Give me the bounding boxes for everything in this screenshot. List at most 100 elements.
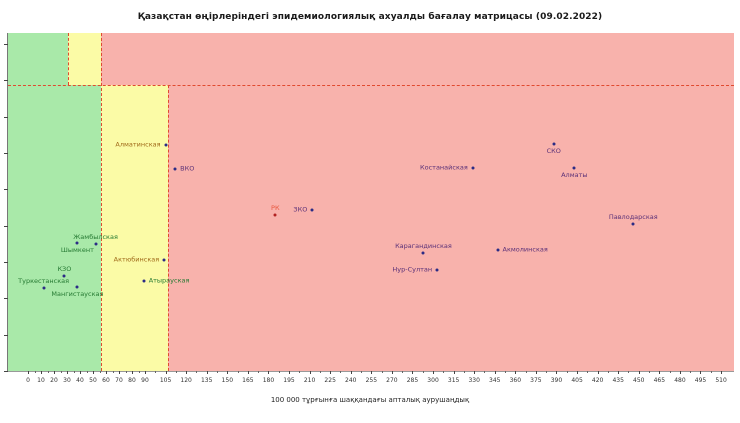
x-axis-tick-label: 0 xyxy=(26,377,30,384)
x-axis-tick xyxy=(474,371,476,374)
threshold-line-horizontal xyxy=(8,85,734,86)
x-axis-tick xyxy=(412,371,414,374)
x-axis-minor-tick xyxy=(138,371,140,373)
x-axis-minor-tick xyxy=(505,371,507,373)
zone-bottom-yellow xyxy=(100,85,169,371)
x-axis-tick xyxy=(515,371,517,374)
data-point-ВКО xyxy=(173,167,177,171)
x-axis-tick-label: 240 xyxy=(345,377,357,384)
x-axis-tick-label: 405 xyxy=(571,377,583,384)
chart-title: Қазақстан өңірлеріндегі эпидемиологиялық… xyxy=(137,12,603,22)
data-point-Актюбинская xyxy=(162,258,166,262)
x-axis-tick xyxy=(597,371,599,374)
x-axis-minor-tick xyxy=(587,371,589,373)
x-axis-tick-label: 390 xyxy=(550,377,563,384)
x-axis-minor-tick xyxy=(112,371,114,373)
x-axis-tick xyxy=(433,371,435,374)
x-axis-tick xyxy=(93,371,94,374)
x-axis-minor-tick xyxy=(649,371,651,373)
x-axis-tick-label: 225 xyxy=(324,377,336,384)
y-axis-tick xyxy=(4,298,8,300)
zone-top-green xyxy=(8,33,69,85)
x-axis-minor-tick xyxy=(710,371,712,373)
zone-top-red xyxy=(100,33,734,85)
x-axis-tick-label: 285 xyxy=(406,377,419,384)
x-axis-minor-tick xyxy=(175,371,177,373)
x-axis-tick xyxy=(659,371,661,374)
point-label-Карагандинская: Карагандинская xyxy=(395,242,452,250)
data-point-РК xyxy=(273,213,277,217)
x-axis-tick-label: 435 xyxy=(612,377,624,384)
point-label-Нур-Султан: Нур-Султан xyxy=(392,265,433,274)
x-axis-tick xyxy=(679,371,681,374)
point-label-КЗО: КЗО xyxy=(57,265,72,273)
x-axis-tick xyxy=(119,371,120,374)
y-axis-tick xyxy=(4,370,8,372)
x-axis-tick-label: 255 xyxy=(365,377,378,384)
threshold-line-vertical-main xyxy=(100,33,102,371)
x-axis-tick-label: 120 xyxy=(180,377,192,384)
y-axis-tick xyxy=(4,116,8,118)
zone-bottom-green xyxy=(8,85,101,371)
x-axis-minor-tick xyxy=(340,371,342,373)
y-axis-tick xyxy=(4,189,8,191)
x-axis-minor-tick xyxy=(196,371,198,373)
x-axis-tick xyxy=(54,371,55,374)
x-axis-tick xyxy=(80,371,81,374)
x-axis-tick xyxy=(494,371,496,374)
point-label-Атырауская: Атырауская xyxy=(148,276,190,285)
data-point-СКО xyxy=(552,142,556,146)
x-axis-tick-label: 105 xyxy=(159,377,172,384)
x-axis-tick-label: 180 xyxy=(262,377,275,384)
point-label-Шымкент: Шымкент xyxy=(60,246,94,254)
x-axis-tick-label: 20 xyxy=(50,377,58,384)
x-axis-tick-label: 195 xyxy=(283,377,295,384)
zone-top-yellow xyxy=(68,33,101,85)
x-axis-minor-tick xyxy=(463,371,465,373)
x-axis-tick-label: 135 xyxy=(200,377,213,384)
x-axis-tick xyxy=(371,371,373,374)
x-axis-tick-label: 360 xyxy=(509,377,522,384)
x-axis-tick-label: 270 xyxy=(386,377,398,384)
point-label-Мангистауская: Мангистауская xyxy=(51,290,104,298)
x-axis-minor-tick xyxy=(34,371,36,373)
x-axis-minor-tick xyxy=(73,371,75,373)
zone-bottom-red xyxy=(168,85,734,371)
data-point-Карагандинская xyxy=(421,251,425,255)
x-axis-tick-label: 330 xyxy=(468,377,480,384)
data-point-Мангистауская xyxy=(75,285,79,289)
x-axis-tick xyxy=(721,371,723,374)
data-point-Алматы xyxy=(572,166,576,170)
x-axis-minor-tick xyxy=(402,371,404,373)
x-axis-minor-tick xyxy=(237,371,239,373)
data-point-Алматинская xyxy=(164,143,168,147)
x-axis-tick-label: 90 xyxy=(141,377,149,384)
x-axis-tick xyxy=(268,371,270,374)
x-axis-minor-tick xyxy=(125,371,127,373)
point-label-Алматы: Алматы xyxy=(561,171,588,179)
point-label-Актюбинская: Актюбинская xyxy=(113,255,160,264)
x-axis-tick xyxy=(106,371,107,374)
x-axis-tick xyxy=(28,371,29,374)
x-axis-tick-label: 495 xyxy=(694,377,707,384)
x-axis-minor-tick xyxy=(361,371,363,373)
x-axis-minor-tick xyxy=(258,371,260,373)
point-label-РК: РК xyxy=(271,204,280,212)
y-axis-tick xyxy=(4,44,8,45)
x-axis-minor-tick xyxy=(628,371,630,373)
x-axis-tick-label: 40 xyxy=(76,377,84,384)
x-axis-tick xyxy=(132,371,133,374)
threshold-line-bottom-yellow-red xyxy=(168,85,170,371)
x-axis-tick xyxy=(206,371,208,374)
x-axis-tick xyxy=(391,371,393,374)
x-axis-tick xyxy=(186,371,188,374)
data-point-Акмолинская xyxy=(496,248,499,252)
point-label-ЗКО: ЗКО xyxy=(293,205,308,214)
x-axis-tick-label: 30 xyxy=(63,377,71,384)
x-axis-minor-tick xyxy=(86,371,88,373)
x-axis-tick xyxy=(289,371,291,374)
x-axis-tick-label: 450 xyxy=(633,377,645,384)
x-axis-tick xyxy=(67,371,68,374)
x-axis-tick-label: 80 xyxy=(128,377,136,384)
x-axis-minor-tick xyxy=(607,371,609,373)
